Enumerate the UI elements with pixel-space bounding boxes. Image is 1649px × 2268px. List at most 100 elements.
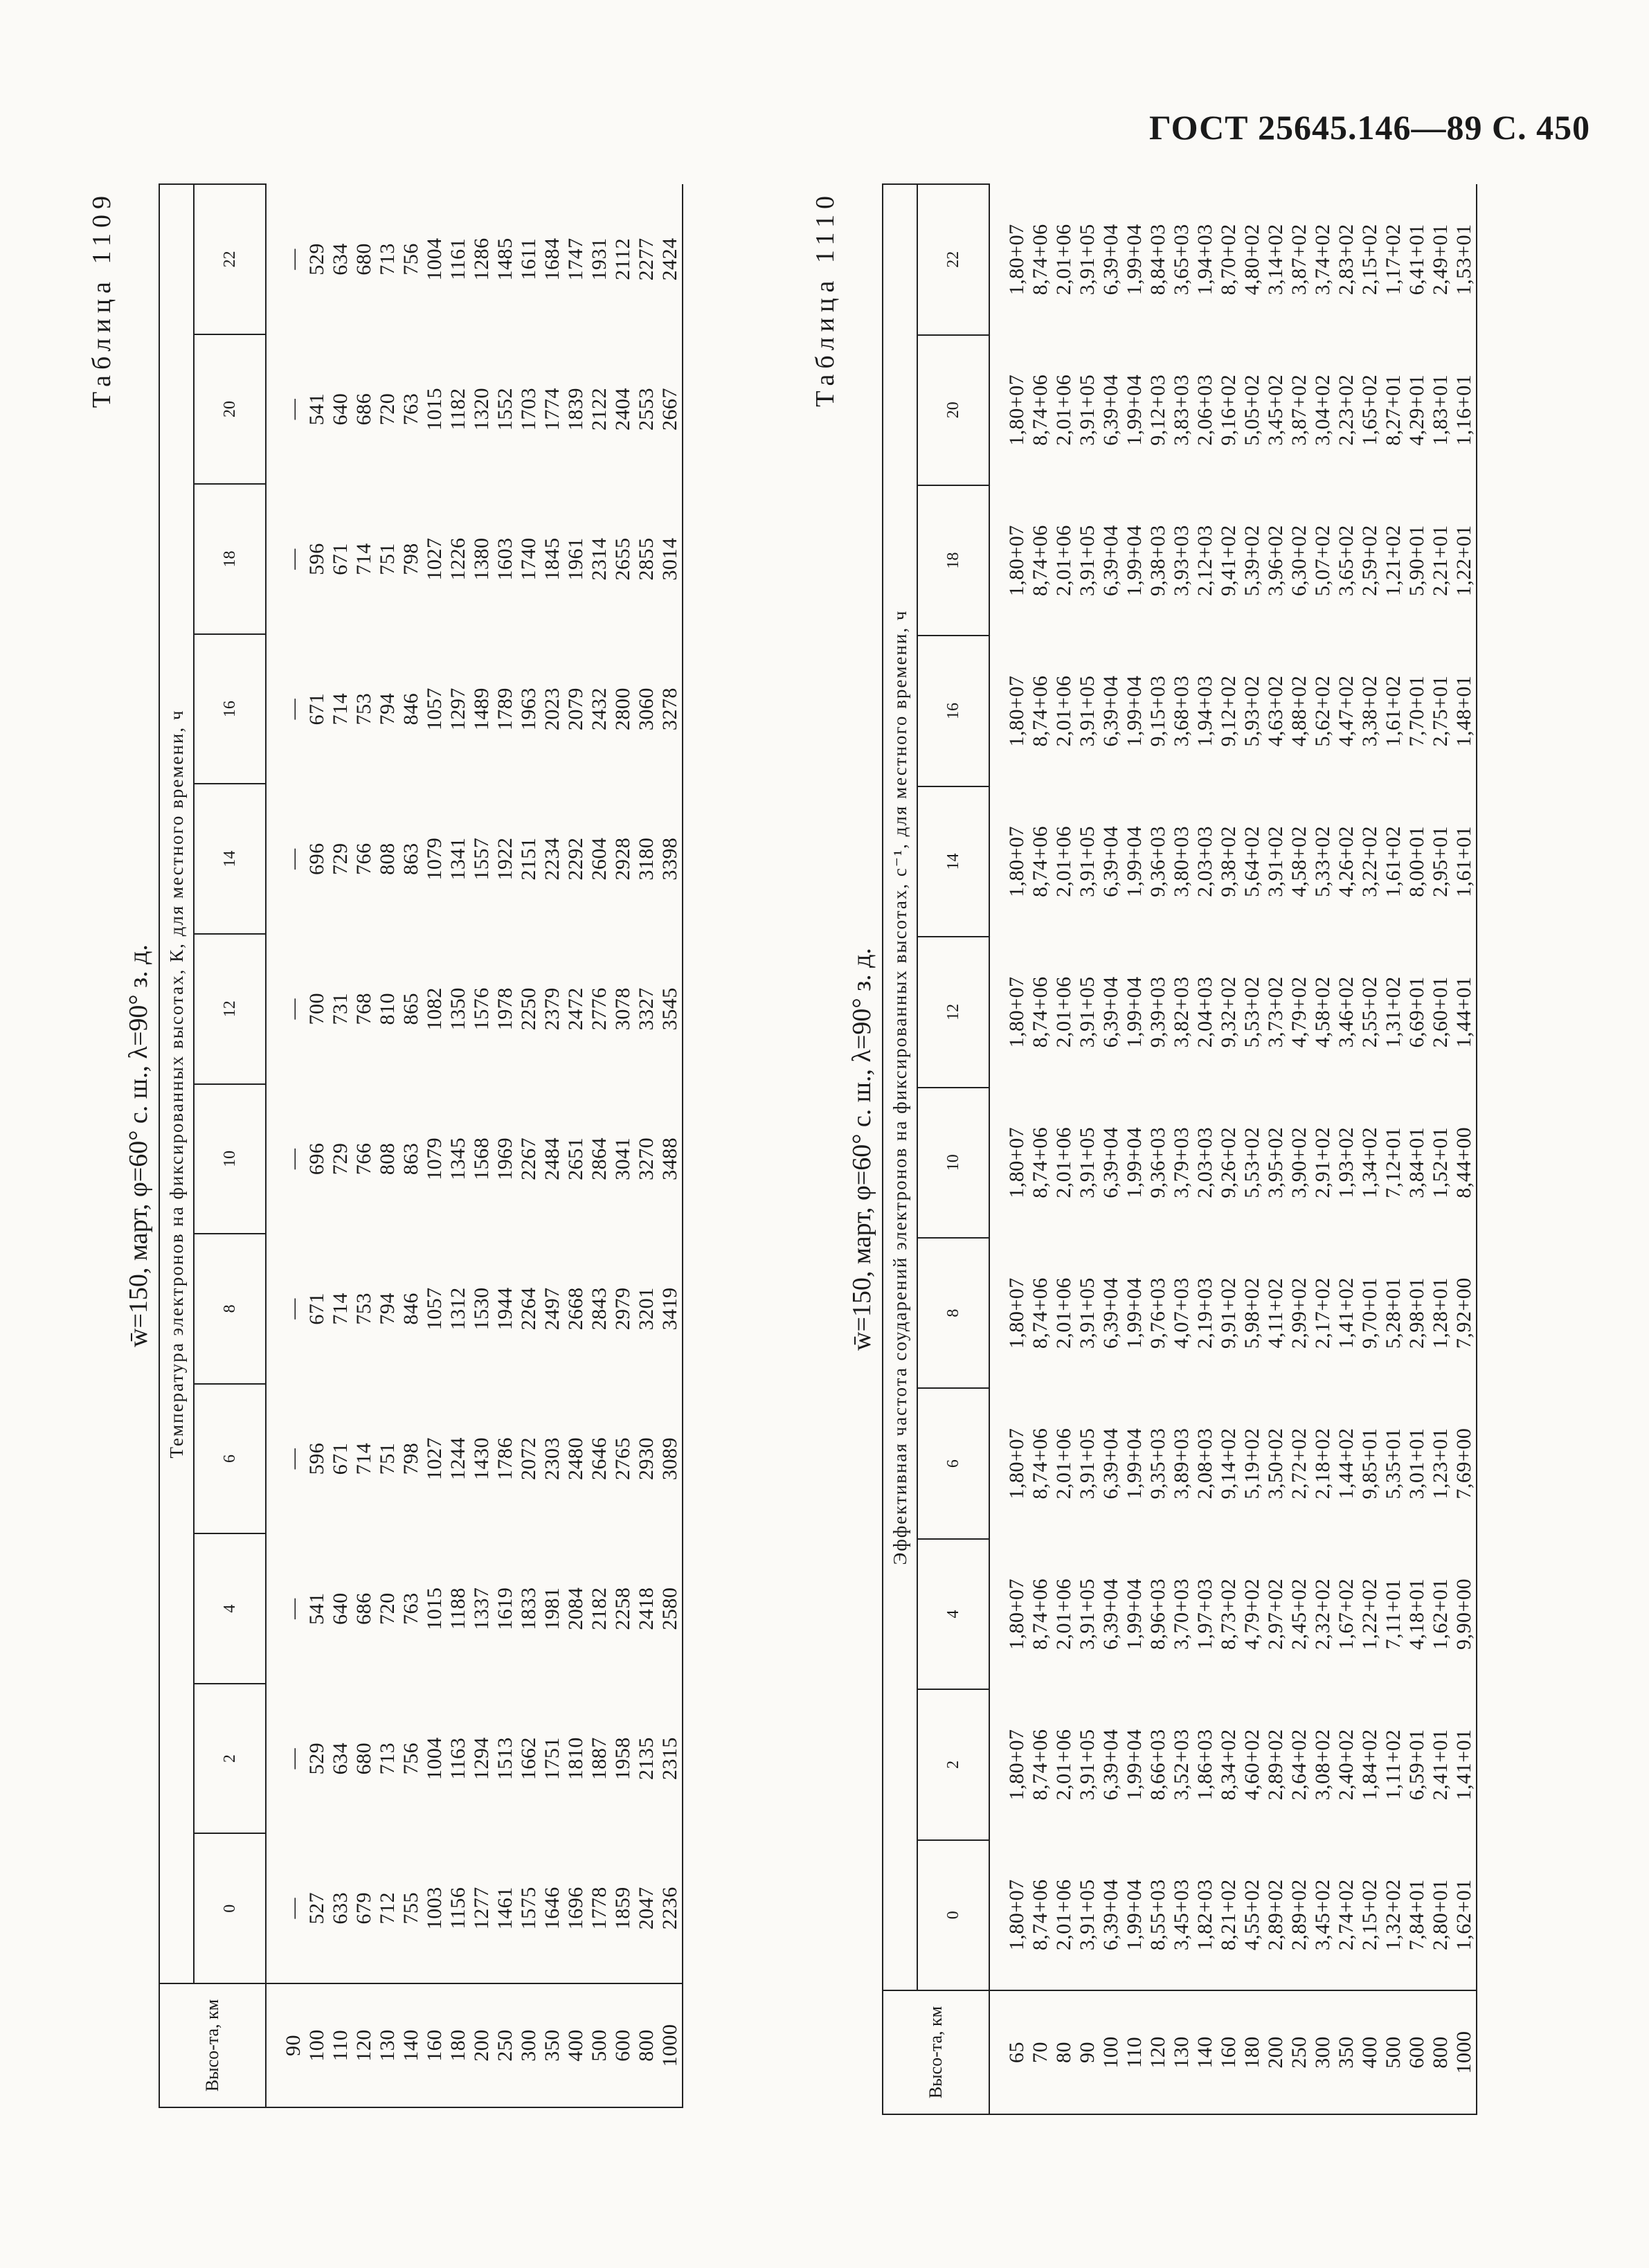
value-cell: 6,39+04 (1099, 374, 1122, 446)
value-cell: 3,87+02 (1288, 224, 1310, 296)
value-cell: 1294 (470, 1737, 493, 1781)
value-cell: 3,91+05 (1076, 1729, 1099, 1801)
value-cell: 2930 (635, 1437, 658, 1480)
value-cell: 729 (329, 1142, 352, 1176)
value-cell: 1079 (423, 1137, 446, 1180)
value-cell: 1,61+01 (1452, 786, 1477, 937)
table-row: 300 3,45+02 3,08+02 2,32+02 2,18+02 2,17+02 2,… (1311, 184, 1335, 2114)
height-cell: 350 (1335, 1990, 1358, 2114)
value-cell: 2,89+02 (1264, 1729, 1287, 1801)
value-cell: 2,01+06 (1052, 1578, 1075, 1650)
value-cell: 2264 (517, 1287, 540, 1331)
value-cell: 3060 (635, 687, 658, 731)
value-cell: 2,01+06 (1052, 525, 1075, 597)
value-cell: 713 (376, 243, 399, 276)
value-cell: 1004 (423, 237, 446, 281)
column-header: 2 (194, 1683, 266, 1834)
value-cell: 1,41+02 (1335, 1277, 1358, 1349)
value-cell: 3,80+03 (1170, 826, 1193, 897)
value-cell: 1057 (423, 1287, 446, 1331)
value-cell: 1786 (494, 1437, 516, 1480)
value-cell: 640 (329, 393, 352, 426)
value-cell: 2,89+02 (1264, 1879, 1287, 1951)
value-cell: 8,21+02 (1217, 1879, 1240, 1951)
height-cell: 90 (1076, 1990, 1099, 2114)
value-cell: 3,79+03 (1170, 1126, 1193, 1198)
value-cell: 2651 (564, 1137, 587, 1180)
column-group-header: Эффективная частота соударений электроно… (883, 184, 917, 1990)
value-cell: 1,82+03 (1193, 1879, 1216, 1951)
value-cell: 1963 (517, 687, 540, 731)
value-cell: 1,80+07 (1005, 826, 1028, 897)
table-row: 500 1,32+02 1,11+02 7,11+01 5,35+01 5,28+01 7,… (1382, 184, 1405, 2114)
value-cell: 2072 (517, 1437, 540, 1480)
value-cell: 3201 (635, 1287, 658, 1331)
value-cell: 680 (352, 243, 375, 276)
value-cell: 541 (305, 393, 328, 426)
table-row: 600 1859 1958 2258 2765 2979 3041 3078 2928 2800 2… (611, 184, 635, 2107)
height-cell: 1000 (658, 1983, 683, 2107)
height-cell: 140 (399, 1983, 423, 2107)
value-cell: 1646 (541, 1887, 564, 1930)
height-cell: 200 (470, 1983, 494, 2107)
value-cell: 7,11+01 (1382, 1578, 1405, 1650)
value-cell: 3,01+01 (1405, 1428, 1428, 1500)
value-cell: 3,91+05 (1076, 1578, 1099, 1650)
value-cell: 2432 (588, 687, 611, 731)
table-row: 400 2,15+02 1,84+02 1,22+02 9,85+01 9,70+01 1,… (1358, 184, 1382, 2114)
value-cell: 3,95+02 (1264, 1126, 1287, 1198)
value-cell: 2,03+03 (1193, 1126, 1216, 1198)
value-cell: 2,15+02 (1358, 1879, 1381, 1951)
table-row: 110 1,99+04 1,99+04 1,99+04 1,99+04 1,99+04 1,… (1123, 184, 1146, 2114)
value-cell: 2,83+02 (1335, 224, 1358, 296)
value-cell: 3,82+03 (1170, 976, 1193, 1048)
height-cell: 90 (266, 1983, 305, 2107)
value-cell: 634 (329, 243, 352, 276)
value-cell: 2,95+01 (1429, 826, 1452, 897)
table-row: 600 7,84+01 6,59+01 4,18+01 3,01+01 2,98+01 3,… (1405, 184, 1429, 2114)
value-cell: 9,38+03 (1146, 525, 1169, 597)
row-header: Высо-та, км (159, 1983, 266, 2107)
value-cell: 9,26+02 (1217, 1126, 1240, 1198)
value-cell: 3,45+02 (1311, 1879, 1334, 1951)
table-row: 130 3,45+03 3,52+03 3,70+03 3,89+03 4,07+03 3,… (1170, 184, 1193, 2114)
value-cell: 714 (352, 1442, 375, 1475)
value-cell: 2855 (635, 537, 658, 581)
value-cell: 2418 (635, 1587, 658, 1630)
value-cell: 3,91+05 (1076, 1428, 1099, 1500)
value-cell: 2,97+02 (1264, 1578, 1287, 1650)
value-cell: 3,87+02 (1288, 374, 1310, 446)
value-cell: 1922 (494, 837, 516, 881)
value-cell: — (282, 1148, 305, 1170)
value-cell: 1774 (541, 387, 564, 431)
value-cell: 1161 (447, 237, 469, 280)
table-row: 180 4,55+02 4,60+02 4,79+02 5,19+02 5,98+02 5,… (1241, 184, 1264, 2114)
value-cell: 3,04+02 (1311, 374, 1334, 446)
table-row: 160 8,21+02 8,34+02 8,73+02 9,14+02 9,91+02 9,… (1217, 184, 1241, 2114)
value-cell: 4,80+02 (1241, 224, 1263, 296)
table-subtitle: w̄=150, март, φ=60° с. ш., λ=90° з. д. (847, 948, 876, 1351)
table-row: 120 679 680 686 714 753 766 768 766 753 714 686 680 (352, 184, 376, 2107)
height-cell: 65 (989, 1990, 1029, 2114)
value-cell: 2480 (564, 1437, 587, 1480)
value-cell: 1958 (611, 1737, 634, 1781)
value-cell: 3,91+05 (1076, 1879, 1099, 1951)
value-cell: 3,74+02 (1311, 224, 1334, 296)
value-cell: 2182 (588, 1587, 611, 1630)
value-cell: 1575 (517, 1887, 540, 1930)
value-cell: 5,53+02 (1241, 1126, 1263, 1198)
value-cell: 2,99+02 (1288, 1277, 1310, 1349)
table-subtitle: w̄=150, март, φ=60° с. ш., λ=90° з. д. (124, 944, 153, 1347)
value-cell: 2,12+03 (1193, 525, 1216, 597)
value-cell: 5,33+02 (1311, 826, 1334, 897)
value-cell: 731 (329, 993, 352, 1025)
height-cell: 350 (541, 1983, 564, 2107)
value-cell: 8,34+02 (1217, 1729, 1240, 1801)
header-row: Высо-та, км Температура электронов на фик… (159, 184, 266, 2107)
value-cell: 1,16+01 (1452, 334, 1477, 485)
value-cell: 4,07+03 (1170, 1277, 1193, 1349)
value-cell: 2,98+01 (1405, 1277, 1428, 1349)
value-cell: 1,80+07 (1005, 1277, 1028, 1349)
table-body: 65 1,80+07 1,80+07 1,80+07 1,80+07 1,80+07 1,8… (989, 184, 1477, 2114)
value-cell: 1,80+07 (1005, 374, 1028, 446)
